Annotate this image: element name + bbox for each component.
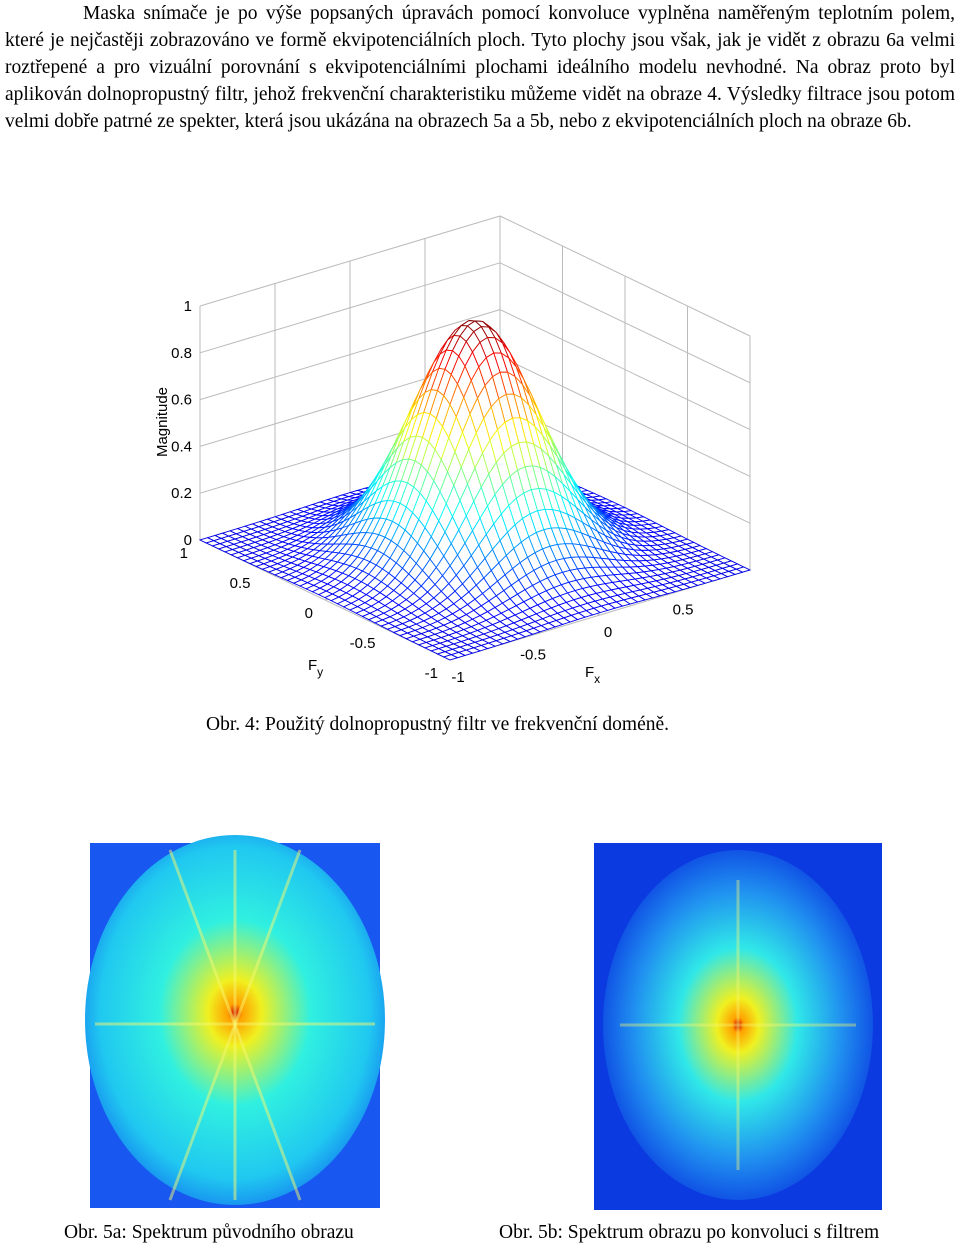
y-tick-label: 1	[180, 545, 188, 562]
label-sub: x	[594, 672, 600, 686]
x-tick-label: 0	[604, 624, 612, 641]
x-tick-label: -0.5	[520, 647, 546, 664]
z-axis-label: Magnitude	[154, 387, 171, 457]
z-tick-label: 0.6	[171, 392, 192, 409]
x-tick-label: -1	[451, 669, 464, 686]
mesh-cell	[442, 654, 459, 661]
z-tick-label: 0.4	[171, 438, 192, 455]
z-tick-label: 0	[184, 532, 192, 549]
y-tick-label: 0	[305, 605, 313, 622]
y-tick-label: -1	[425, 665, 438, 682]
z-tick-label: 1	[184, 298, 192, 315]
spectrum-image-b	[594, 843, 882, 1210]
surface-plot: 0 0.2 0.4 0.6 0.8 1 1 0.5 0 -0.5 -1 -1 -0.5 0 0.5 Magn…	[154, 215, 752, 686]
label-main: F	[585, 664, 594, 681]
x-tick-label: 0.5	[673, 602, 694, 619]
y-axis-label: Fy	[308, 657, 323, 679]
figure-caption: Obr. 5b: Spektrum obrazu po konvoluci s …	[499, 1222, 880, 1243]
figure-caption: Obr. 4: Použitý dolnopropustný filtr ve …	[206, 714, 670, 735]
spectrum-image-a	[85, 835, 385, 1208]
body-paragraph: Maska snímače je po výše popsaných úprav…	[5, 3, 955, 132]
label-main: F	[308, 657, 317, 674]
figure-caption: Obr. 5a: Spektrum původního obrazu	[64, 1222, 354, 1243]
z-tick-label: 0.2	[171, 485, 192, 502]
x-axis-label: Fx	[585, 664, 600, 686]
z-tick-label: 0.8	[171, 345, 192, 362]
y-tick-label: 0.5	[230, 575, 251, 592]
y-tick-label: -0.5	[350, 635, 376, 652]
label-sub: y	[317, 665, 323, 679]
